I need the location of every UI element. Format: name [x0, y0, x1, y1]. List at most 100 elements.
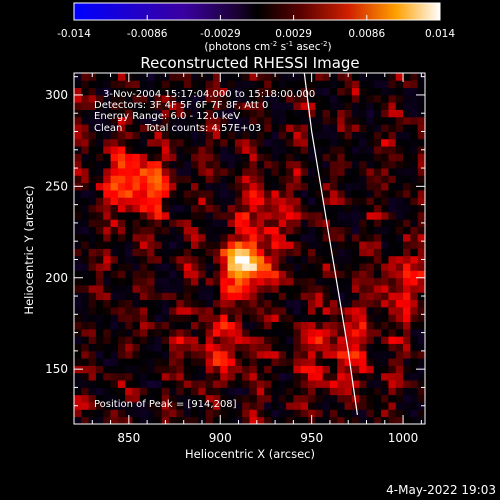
heatmap-cell [308, 226, 316, 235]
heatmap-cell [344, 358, 353, 366]
heatmap-cell [117, 350, 126, 359]
heatmap-cell [161, 87, 170, 96]
heatmap-cell [395, 299, 404, 308]
heatmap-cell [125, 285, 133, 293]
heatmap-cell [242, 211, 250, 220]
heatmap-cell [183, 416, 192, 424]
heatmap-cell [110, 138, 119, 147]
heatmap-cell [388, 328, 397, 337]
heatmap-cell [395, 109, 404, 118]
heatmap-cell [227, 255, 236, 264]
heatmap-cell [139, 109, 148, 118]
heatmap-cell [161, 146, 170, 154]
heatmap-cell [81, 102, 90, 110]
heatmap-cell [95, 336, 104, 344]
heatmap-cell [227, 94, 236, 103]
heatmap-cell [234, 350, 243, 359]
heatmap-cell [366, 116, 375, 125]
heatmap-cell [286, 131, 294, 140]
heatmap-cell [403, 402, 411, 410]
heatmap-cell [81, 292, 90, 301]
heatmap-cell [234, 146, 243, 154]
heatmap-cell [117, 109, 126, 118]
heatmap-cell [169, 175, 177, 184]
heatmap-cell [198, 380, 207, 388]
heatmap-cell [234, 321, 243, 330]
heatmap-cell [373, 197, 382, 206]
heatmap-cell [351, 292, 360, 301]
heatmap-cell [198, 350, 207, 359]
heatmap-cell [308, 343, 316, 352]
heatmap-cell [395, 87, 404, 96]
heatmap-cell [300, 248, 309, 257]
heatmap-cell [220, 211, 228, 220]
heatmap-cell [293, 358, 302, 366]
heatmap-cell [125, 175, 133, 184]
heatmap-cell [205, 402, 214, 410]
heatmap-cell [132, 321, 141, 330]
heatmap-cell [337, 299, 345, 308]
heatmap-cell [359, 197, 367, 206]
annotation-detectors: Detectors: 3F 4F 5F 6F 7F 8F, Att 0 [94, 100, 268, 111]
heatmap-cell [417, 248, 425, 257]
heatmap-cell [220, 73, 228, 81]
heatmap-cell [147, 233, 155, 242]
heatmap-cell [154, 328, 163, 337]
heatmap-cell [344, 102, 353, 110]
heatmap-cell [286, 409, 294, 418]
heatmap-cell [74, 380, 82, 388]
heatmap-cell [395, 138, 404, 147]
heatmap-cell [388, 146, 397, 154]
heatmap-cell [110, 211, 119, 220]
heatmap-cell [300, 394, 309, 403]
heatmap-cell [315, 160, 324, 169]
heatmap-cell [161, 219, 170, 227]
heatmap-cell [95, 80, 104, 89]
heatmap-cell [154, 160, 163, 169]
heatmap-cell [278, 409, 287, 418]
heatmap-cell [322, 80, 331, 89]
heatmap-cell [249, 394, 258, 403]
heatmap-cell [95, 197, 104, 206]
heatmap-cell [256, 270, 265, 279]
heatmap-cell [95, 343, 104, 352]
heatmap-cell [403, 146, 411, 154]
heatmap-cell [139, 248, 148, 257]
heatmap-cell [403, 365, 411, 374]
heatmap-cell [271, 241, 280, 249]
heatmap-cell [161, 153, 170, 162]
heatmap-cell [227, 109, 236, 118]
heatmap-cell [249, 263, 258, 271]
heatmap-cell [278, 94, 287, 103]
heatmap-cell [227, 350, 236, 359]
heatmap-cell [359, 233, 367, 242]
heatmap-cell [103, 285, 111, 293]
heatmap-cell [344, 168, 353, 176]
heatmap-cell [249, 219, 258, 227]
heatmap-cell [81, 109, 90, 118]
heatmap-cell [139, 285, 148, 293]
heatmap-cell [227, 204, 236, 213]
heatmap-cell [308, 94, 316, 103]
heatmap-cell [110, 277, 119, 286]
heatmap-cell [315, 263, 324, 271]
heatmap-cell [95, 314, 104, 323]
heatmap-cell [176, 285, 185, 293]
heatmap-cell [110, 153, 119, 162]
heatmap-cell [169, 402, 177, 410]
heatmap-cell [183, 190, 192, 198]
heatmap-cell [147, 248, 155, 257]
heatmap-cell [359, 394, 367, 403]
heatmap-cell [403, 380, 411, 388]
heatmap-cell [264, 416, 272, 424]
heatmap-cell [198, 94, 207, 103]
heatmap-cell [308, 365, 316, 374]
heatmap-cell [395, 292, 404, 301]
heatmap-cell [161, 321, 170, 330]
heatmap-cell [220, 358, 228, 366]
heatmap-cell [205, 80, 214, 89]
heatmap-cell [322, 197, 331, 206]
heatmap-cell [395, 263, 404, 271]
heatmap-cell [161, 168, 170, 176]
heatmap-cell [81, 285, 90, 293]
